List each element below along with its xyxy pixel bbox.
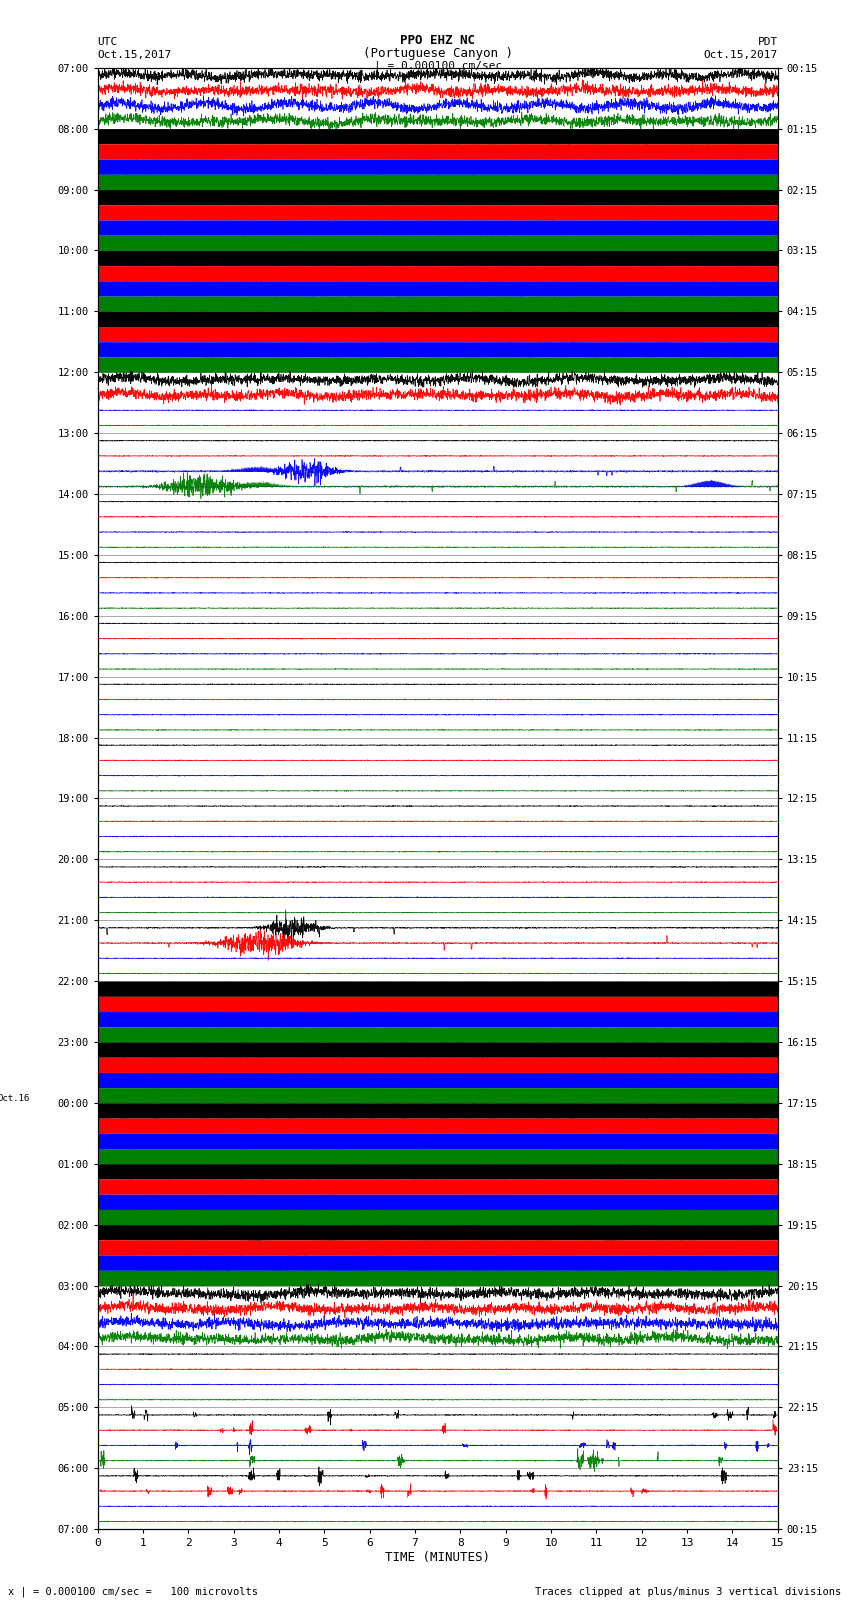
Text: Oct.16: Oct.16 <box>0 1094 30 1103</box>
Text: x | = 0.000100 cm/sec =   100 microvolts: x | = 0.000100 cm/sec = 100 microvolts <box>8 1586 258 1597</box>
Text: Oct.15,2017: Oct.15,2017 <box>704 50 778 60</box>
X-axis label: TIME (MINUTES): TIME (MINUTES) <box>385 1552 490 1565</box>
Text: PPO EHZ NC: PPO EHZ NC <box>400 34 475 47</box>
Text: Traces clipped at plus/minus 3 vertical divisions: Traces clipped at plus/minus 3 vertical … <box>536 1587 842 1597</box>
Text: Oct.15,2017: Oct.15,2017 <box>98 50 172 60</box>
Text: (Portuguese Canyon ): (Portuguese Canyon ) <box>363 47 513 60</box>
Text: PDT: PDT <box>757 37 778 47</box>
Text: | = 0.000100 cm/sec: | = 0.000100 cm/sec <box>374 60 502 71</box>
Text: UTC: UTC <box>98 37 118 47</box>
